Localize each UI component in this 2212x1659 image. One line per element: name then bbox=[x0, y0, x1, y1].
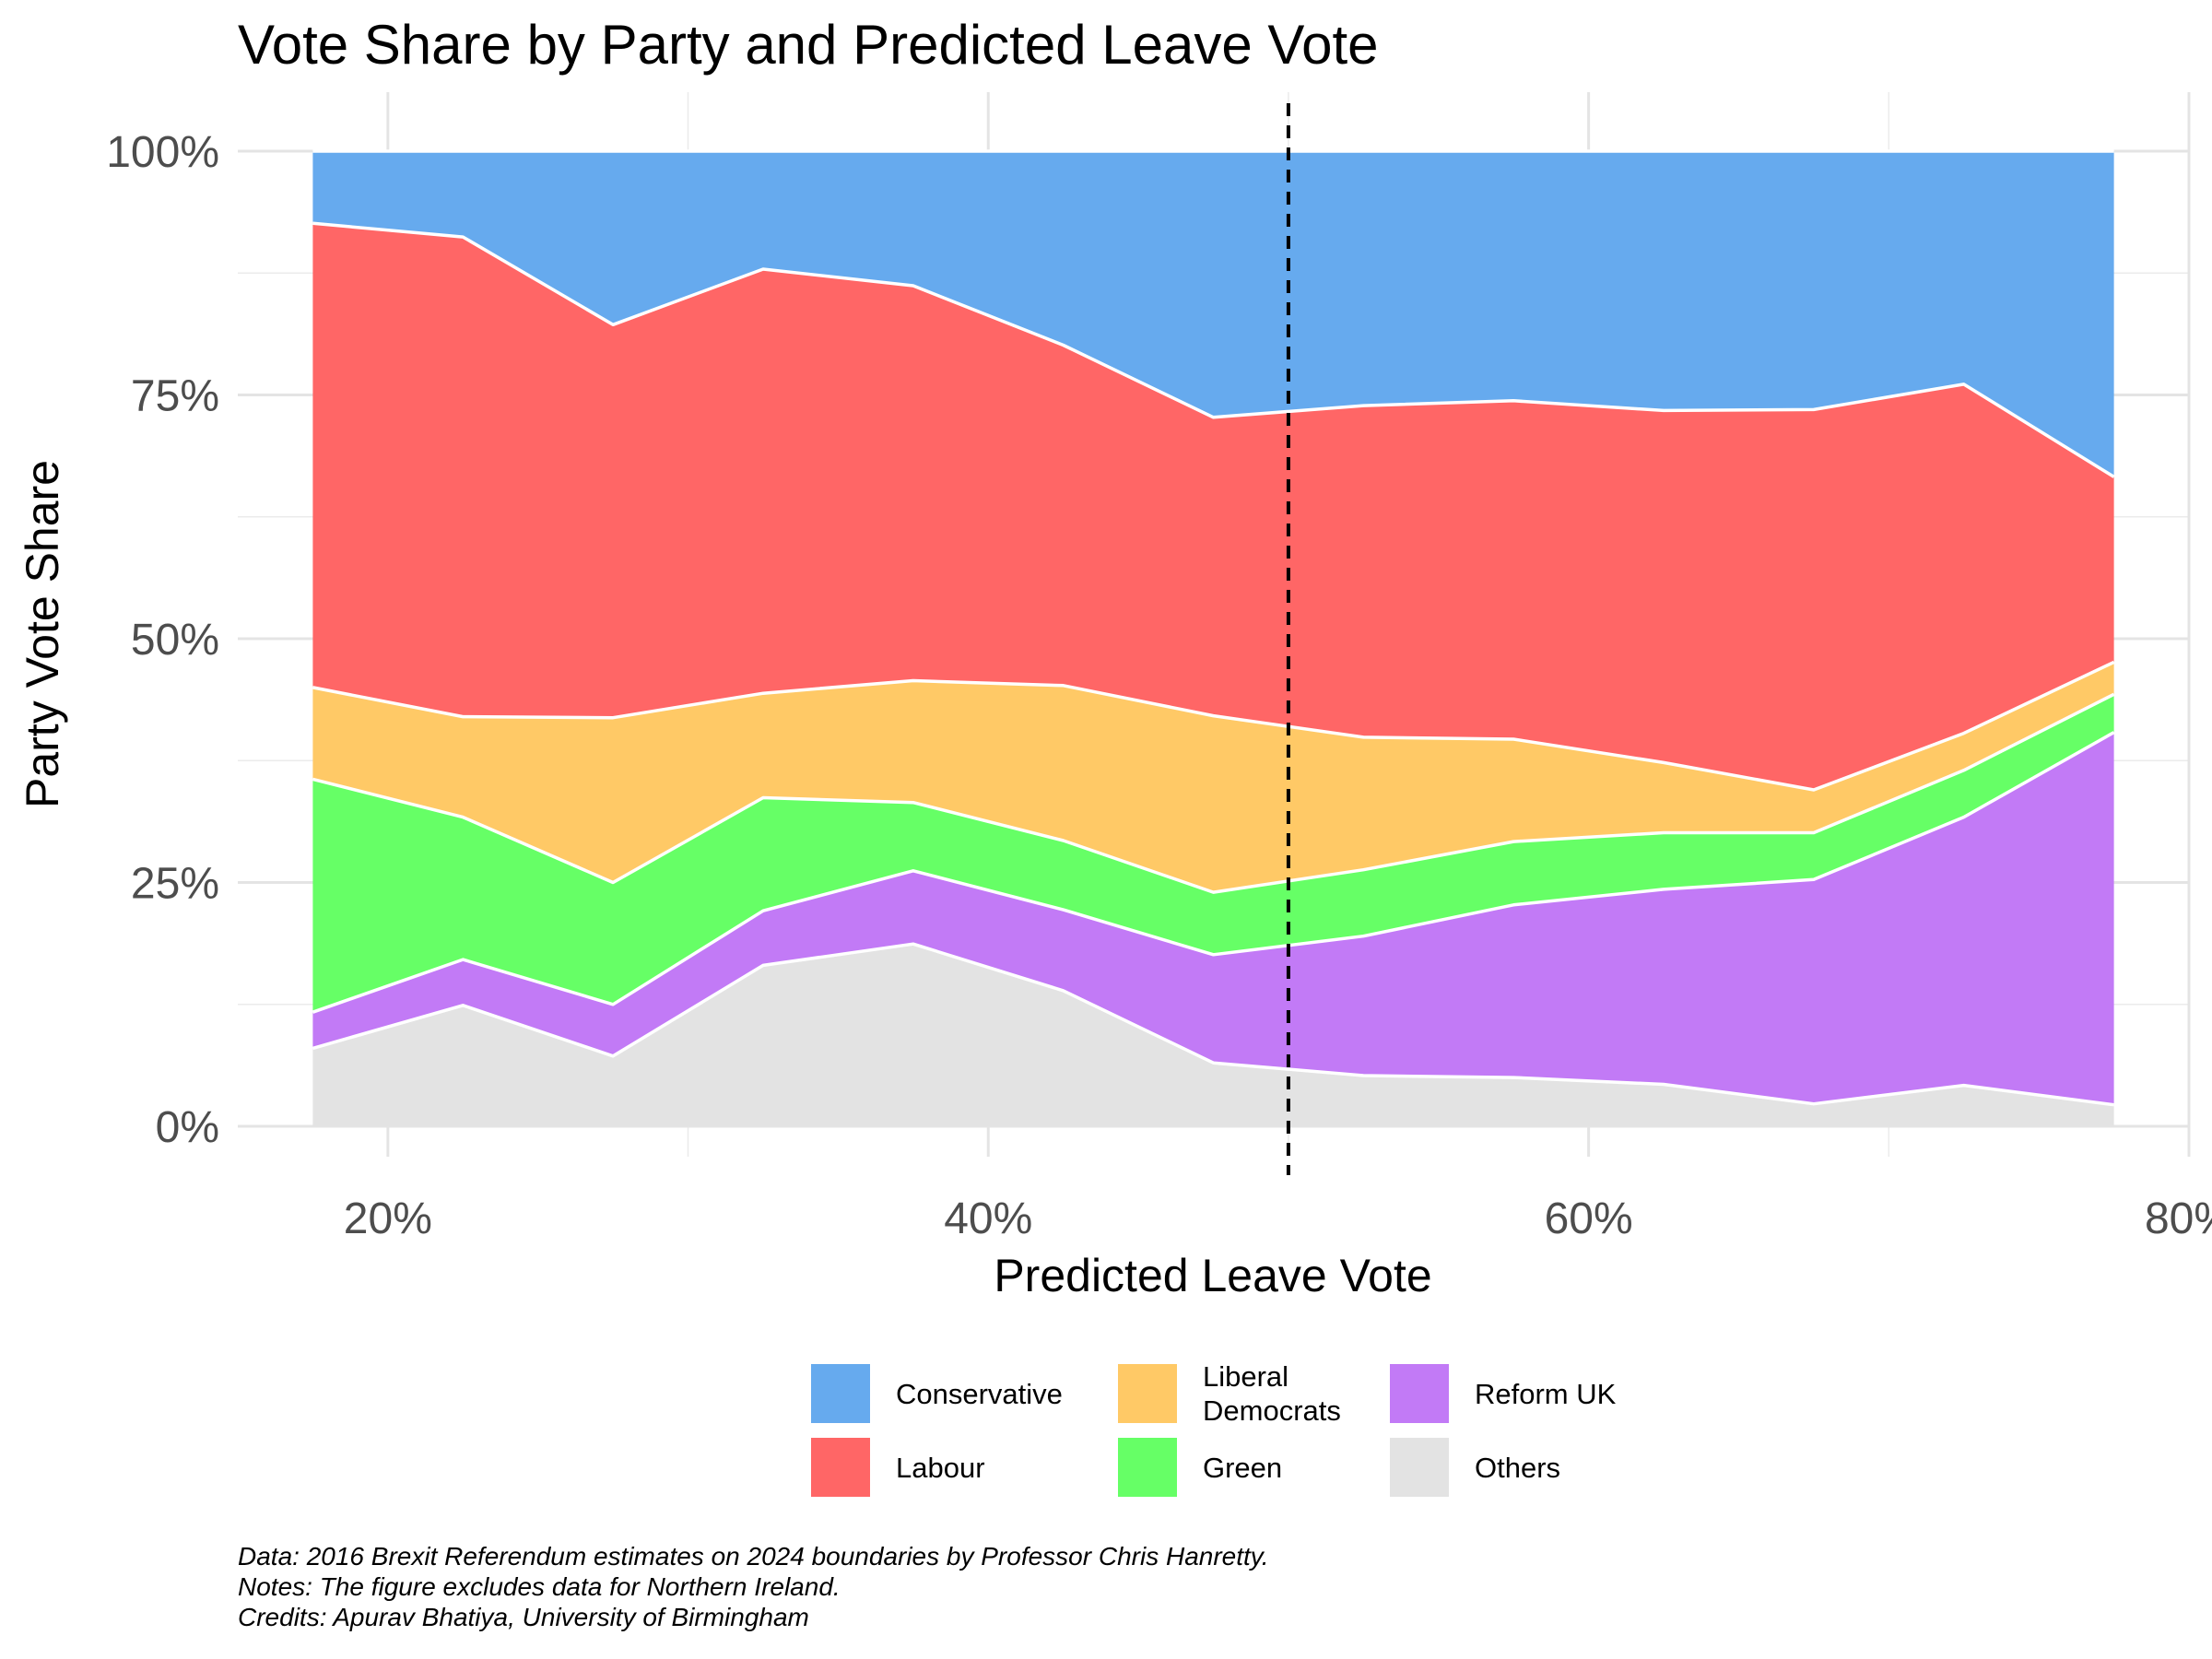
x-axis-label: Predicted Leave Vote bbox=[994, 1250, 1432, 1301]
y-tick-label: 75% bbox=[131, 372, 219, 421]
legend-label-liberal-democrats: Liberal Democrats bbox=[1203, 1360, 1341, 1427]
legend-swatch-green bbox=[1118, 1438, 1177, 1497]
legend-item-reform-uk: Reform UK bbox=[1390, 1364, 1616, 1423]
legend-item-liberal-democrats: Liberal Democrats bbox=[1118, 1360, 1341, 1427]
area-liberal-democrats bbox=[312, 662, 2114, 893]
x-tick-label: 60% bbox=[1545, 1194, 1633, 1243]
legend: Conservative Labour Liberal Democrats Gr… bbox=[811, 1360, 1641, 1502]
area-others bbox=[312, 944, 2114, 1126]
legend-swatch-reform-uk bbox=[1390, 1364, 1449, 1423]
legend-item-conservative: Conservative bbox=[811, 1364, 1063, 1423]
caption-data-source: Data: 2016 Brexit Referendum estimates o… bbox=[238, 1542, 1269, 1571]
legend-label-reform-uk: Reform UK bbox=[1475, 1377, 1617, 1410]
legend-item-labour: Labour bbox=[811, 1438, 985, 1497]
y-tick-label: 100% bbox=[106, 128, 219, 177]
area-labour bbox=[312, 223, 2114, 791]
boundary-line-liberal-democrats bbox=[312, 660, 2115, 792]
legend-label-green: Green bbox=[1203, 1451, 1283, 1484]
legend-swatch-others bbox=[1390, 1438, 1449, 1497]
caption-credits: Credits: Apurav Bhatiya, University of B… bbox=[238, 1603, 809, 1631]
legend-swatch-conservative bbox=[811, 1364, 870, 1423]
y-tick-label: 25% bbox=[131, 860, 219, 909]
legend-swatch-liberal-democrats bbox=[1118, 1364, 1177, 1423]
y-axis-label: Party Vote Share bbox=[17, 459, 68, 809]
legend-label-others: Others bbox=[1475, 1451, 1561, 1484]
boundary-line-others bbox=[312, 942, 2114, 1107]
caption: Data: 2016 Brexit Referendum estimates o… bbox=[238, 1541, 1269, 1632]
legend-item-green: Green bbox=[1118, 1438, 1282, 1497]
legend-item-others: Others bbox=[1390, 1438, 1560, 1497]
boundary-line-green bbox=[312, 692, 2115, 894]
legend-label-conservative: Conservative bbox=[896, 1377, 1063, 1410]
x-tick-label: 40% bbox=[944, 1194, 1032, 1243]
legend-label-labour: Labour bbox=[896, 1451, 985, 1484]
chart-title: Vote Share by Party and Predicted Leave … bbox=[238, 14, 1379, 76]
caption-notes: Notes: The figure excludes data for Nort… bbox=[238, 1572, 841, 1601]
area-conservative bbox=[312, 151, 2114, 477]
area-reform-uk bbox=[312, 732, 2114, 1105]
legend-swatch-labour bbox=[811, 1438, 870, 1497]
boundary-line-labour bbox=[312, 221, 2115, 478]
boundary-line-reform-uk bbox=[312, 731, 2115, 1014]
y-tick-label: 50% bbox=[131, 616, 219, 665]
x-tick-label: 20% bbox=[344, 1194, 432, 1243]
x-tick-label: 80% bbox=[2145, 1194, 2212, 1243]
y-tick-label: 0% bbox=[156, 1103, 219, 1152]
area-green bbox=[312, 694, 2114, 1013]
